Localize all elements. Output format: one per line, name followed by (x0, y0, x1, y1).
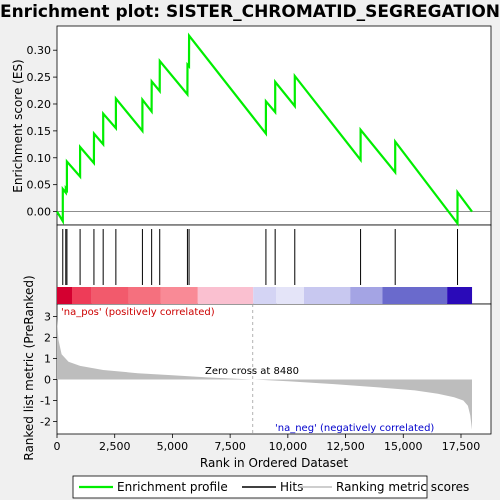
metric-y-tick-label: 0 (44, 373, 51, 386)
es-y-tick-label: 0.20 (27, 98, 52, 111)
color-bar-segment (350, 287, 383, 304)
color-bar-segment (160, 287, 198, 304)
metric-y-tick-label: 2 (44, 332, 51, 345)
x-tick-label: 0 (54, 440, 61, 453)
es-panel (56, 25, 492, 226)
metric-y-tick-label: -2 (40, 415, 51, 428)
metric-y-tick-label: 3 (44, 311, 51, 324)
color-bar-segment (253, 287, 277, 304)
x-tick-label: 7,500 (214, 440, 246, 453)
x-tick-label: 5,000 (157, 440, 189, 453)
color-bar-segment (72, 287, 92, 304)
es-y-tick-label: 0.25 (27, 71, 52, 84)
color-bar-segment (447, 287, 473, 304)
es-profile-line (56, 32, 473, 227)
hit-markers (62, 229, 459, 285)
es-y-tick-label: 0.15 (27, 125, 52, 138)
metric-y-tick-label: 1 (44, 353, 51, 366)
color-bar-segment (128, 287, 161, 304)
x-axis-label: Rank in Ordered Dataset (200, 456, 348, 470)
es-y-tick-label: 0.30 (27, 44, 52, 57)
zero-cross-label: Zero cross at 8480 (205, 366, 299, 377)
color-bar-segment (197, 287, 254, 304)
metric-y-tick-label: -1 (40, 394, 51, 407)
legend: Enrichment profile Hits Ranking metric s… (72, 475, 469, 499)
color-bar-segment (382, 287, 448, 304)
metric-y-axis-label: Ranked list metric (PreRanked) (22, 275, 36, 460)
pos-label: 'na_pos' (positively correlated) (61, 307, 215, 318)
es-y-tick-label: 0.05 (27, 179, 52, 192)
neg-label: 'na_neg' (negatively correlated) (275, 423, 434, 434)
color-bar-segment (276, 287, 305, 304)
legend-es-label: Enrichment profile (117, 480, 228, 494)
x-tick-label: 10,000 (269, 440, 308, 453)
x-tick-label: 2,500 (99, 440, 131, 453)
chart-title: Enrichment plot: SISTER_CHROMATID_SEGREG… (0, 2, 500, 22)
x-tick-label: 17,500 (442, 440, 481, 453)
x-axis: 0 2,500 5,000 7,500 10,000 12,500 15,000 17,500 (54, 434, 481, 453)
metric-area (57, 318, 472, 430)
metric-y-axis: -2 -1 0 1 2 3 (40, 311, 57, 428)
color-bar-segment (304, 287, 351, 304)
rank-color-bar (57, 287, 473, 304)
es-y-tick-label: 0.00 (27, 206, 52, 219)
es-y-axis-label: Enrichment score (ES) (11, 59, 25, 192)
legend-metric-label: Ranking metric scores (336, 480, 469, 494)
es-y-axis: 0.00 0.05 0.10 0.15 0.20 0.25 0.30 (27, 44, 57, 219)
color-bar-segment (57, 287, 73, 304)
x-tick-label: 15,000 (384, 440, 423, 453)
es-y-tick-label: 0.10 (27, 152, 52, 165)
metric-panel (56, 303, 492, 435)
x-tick-label: 12,500 (326, 440, 365, 453)
legend-hits-label: Hits (280, 480, 303, 494)
color-bar-segment (91, 287, 129, 304)
